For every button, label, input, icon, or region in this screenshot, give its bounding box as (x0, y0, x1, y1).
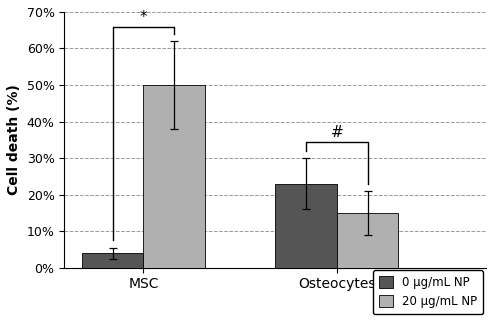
Bar (276, 184, 337, 268)
Legend: 0 μg/mL NP, 20 μg/mL NP: 0 μg/mL NP, 20 μg/mL NP (372, 270, 483, 314)
Bar (337, 213, 398, 268)
Text: *: * (140, 10, 147, 25)
Y-axis label: Cell death (%): Cell death (%) (7, 84, 21, 195)
Bar (144, 85, 205, 268)
Bar (82, 253, 144, 268)
Text: #: # (330, 125, 344, 140)
